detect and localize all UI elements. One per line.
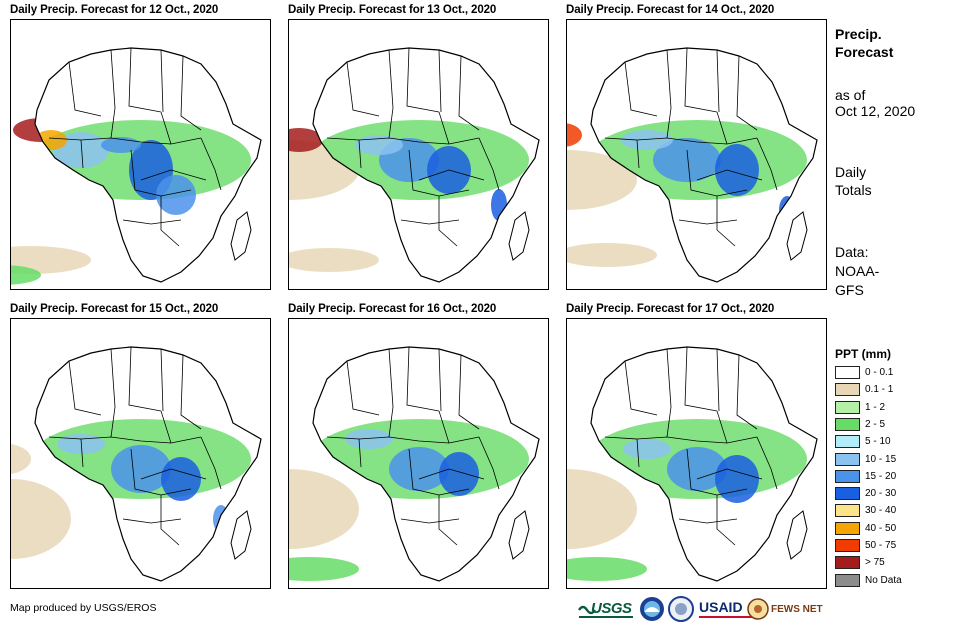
legend-label: 0.1 - 1 <box>865 384 894 396</box>
legend-swatch <box>835 366 860 379</box>
legend-item: 15 - 20 <box>835 469 965 484</box>
legend-label: 2 - 5 <box>865 418 886 430</box>
data-line1: Data: <box>835 244 869 260</box>
legend-item: > 75 <box>835 556 965 570</box>
precip-map <box>10 19 271 290</box>
legend-item: 50 - 75 <box>835 539 965 553</box>
precip-map <box>10 318 271 589</box>
legend-label: 20 - 30 <box>865 488 897 500</box>
legend-item: 10 - 15 <box>835 452 965 467</box>
legend-label: 1 - 2 <box>865 401 886 413</box>
precip-map <box>566 19 827 290</box>
legend-item: 2 - 5 <box>835 417 965 432</box>
legend-label: 15 - 20 <box>865 470 897 482</box>
legend-swatch <box>835 556 860 570</box>
usgs-logo: USGS <box>577 596 635 622</box>
data-line2: NOAA- <box>835 263 880 279</box>
usaid-logo-text: USAID <box>699 599 743 615</box>
legend-label: 0 - 0.1 <box>865 367 894 378</box>
legend-swatch <box>835 504 860 518</box>
legend-swatch <box>835 452 860 466</box>
credit-text: Map produced by USGS/EROS <box>10 602 157 614</box>
legend-swatch <box>835 400 860 414</box>
legend-swatch <box>835 487 860 501</box>
heading-line2: Forecast <box>835 44 894 60</box>
precip-map <box>288 19 549 290</box>
legend-item: 30 - 40 <box>835 504 965 518</box>
asof-date: Oct 12, 2020 <box>835 103 916 119</box>
legend-swatch <box>835 435 860 449</box>
legend-item: 5 - 10 <box>835 435 965 449</box>
legend-label: No Data <box>865 574 902 586</box>
legend-label: 10 - 15 <box>865 453 897 465</box>
legend-swatch <box>835 469 860 483</box>
usgs-logo-text: USGS <box>591 600 632 617</box>
legend-item: 40 - 50 <box>835 521 965 536</box>
legend-label: 50 - 75 <box>865 540 897 551</box>
legend-label: > 75 <box>865 557 885 569</box>
legend-swatch <box>835 573 860 587</box>
legend-item: 0.1 - 1 <box>835 383 965 397</box>
panel-title: Daily Precip. Forecast for 12 Oct., 2020 <box>10 4 219 16</box>
panel-title: Daily Precip. Forecast for 17 Oct., 2020 <box>566 303 775 315</box>
legend-item: 20 - 30 <box>835 487 965 501</box>
legend-swatch <box>835 521 860 535</box>
panel-title: Daily Precip. Forecast for 14 Oct., 2020 <box>566 4 775 16</box>
legend-label: 5 - 10 <box>865 436 891 448</box>
legend-title: PPT (mm) <box>835 347 892 361</box>
legend-swatch <box>835 539 860 552</box>
precip-map <box>288 318 549 589</box>
data-line3: GFS <box>835 282 864 298</box>
legend-label: 30 - 40 <box>865 505 897 517</box>
panel-title: Daily Precip. Forecast for 15 Oct., 2020 <box>10 303 219 315</box>
fews-logo-text: FEWS NET <box>771 604 823 615</box>
legend-swatch <box>835 383 860 397</box>
totals-line2: Totals <box>835 182 872 198</box>
totals-line1: Daily <box>835 164 867 180</box>
usaid-logo: USAID <box>697 596 767 622</box>
legend-item: 0 - 0.1 <box>835 366 965 380</box>
logo-strip: USGS USAID FEWS NET <box>577 596 827 622</box>
noaa-logo <box>639 596 665 622</box>
doi-seal-logo <box>668 596 694 622</box>
heading-line1: Precip. <box>835 26 882 42</box>
panel-title: Daily Precip. Forecast for 13 Oct., 2020 <box>288 4 497 16</box>
asof-line1: as of <box>835 87 866 103</box>
panel-title: Daily Precip. Forecast for 16 Oct., 2020 <box>288 303 497 315</box>
legend-item: No Data <box>835 573 965 588</box>
precip-map <box>566 318 827 589</box>
legend-label: 40 - 50 <box>865 522 897 534</box>
legend-item: 1 - 2 <box>835 400 965 415</box>
fews-net-logo: FEWS NET <box>747 596 827 622</box>
legend-swatch <box>835 417 860 431</box>
